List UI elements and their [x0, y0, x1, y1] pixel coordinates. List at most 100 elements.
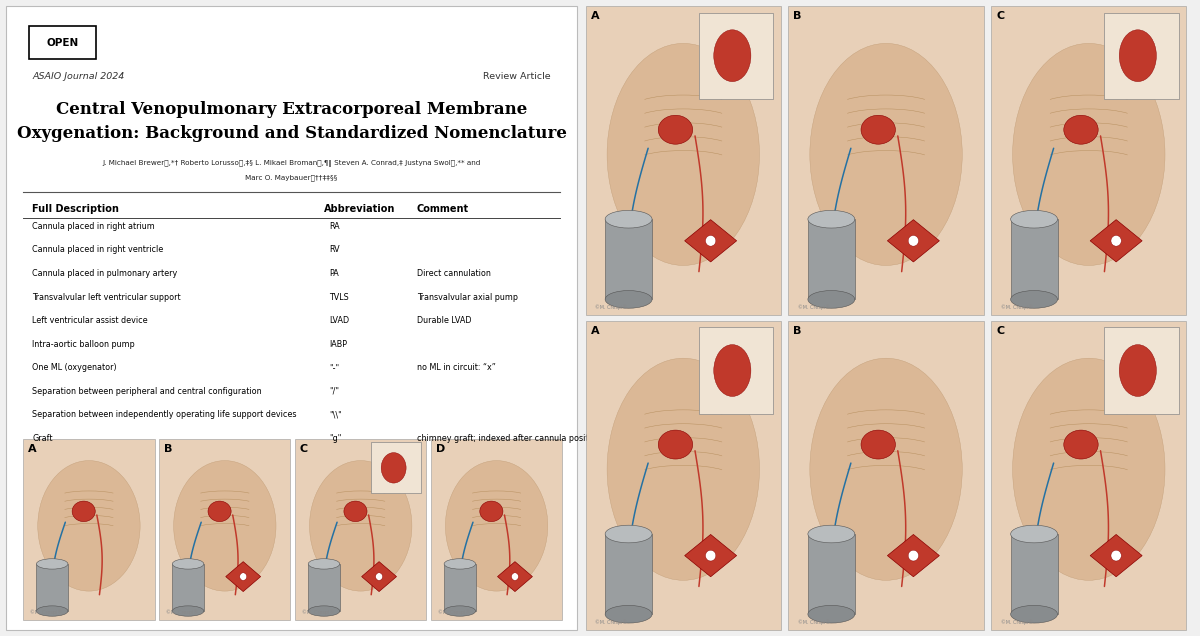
- Polygon shape: [685, 534, 737, 577]
- Circle shape: [706, 235, 716, 246]
- Text: One ML (oxygenator): One ML (oxygenator): [32, 363, 116, 372]
- Text: LVAD: LVAD: [330, 316, 349, 325]
- Text: Graft: Graft: [32, 434, 53, 443]
- Ellipse shape: [607, 43, 760, 265]
- Circle shape: [908, 550, 918, 561]
- Ellipse shape: [174, 460, 276, 591]
- Ellipse shape: [445, 460, 547, 591]
- Bar: [808, 534, 854, 614]
- Bar: [991, 321, 1187, 630]
- Ellipse shape: [173, 606, 204, 616]
- Text: Direct cannulation: Direct cannulation: [416, 269, 491, 278]
- Polygon shape: [361, 562, 396, 591]
- Ellipse shape: [605, 291, 652, 308]
- Ellipse shape: [714, 30, 751, 81]
- Circle shape: [511, 573, 518, 581]
- Circle shape: [908, 235, 918, 246]
- Text: Full Description: Full Description: [32, 204, 119, 214]
- Bar: [698, 13, 773, 99]
- Polygon shape: [226, 562, 260, 591]
- Bar: [160, 439, 290, 620]
- Ellipse shape: [607, 358, 760, 580]
- Text: Marc O. Maybauerⓘ††‡‡§§: Marc O. Maybauerⓘ††‡‡§§: [246, 175, 337, 181]
- Bar: [295, 439, 426, 620]
- Ellipse shape: [1120, 345, 1157, 396]
- Text: Separation between peripheral and central configuration: Separation between peripheral and centra…: [32, 387, 262, 396]
- Ellipse shape: [1013, 43, 1165, 265]
- Bar: [605, 534, 652, 614]
- Polygon shape: [888, 219, 940, 262]
- Ellipse shape: [1013, 358, 1165, 580]
- Ellipse shape: [344, 501, 367, 522]
- Ellipse shape: [808, 525, 854, 543]
- Ellipse shape: [308, 606, 340, 616]
- Text: chimney graft; indexed after cannula position specification: chimney graft; indexed after cannula pos…: [416, 434, 654, 443]
- Text: Oxygenation: Background and Standardized Nomenclature: Oxygenation: Background and Standardized…: [17, 125, 566, 142]
- Text: Central Venopulmonary Extracorporeal Membrane: Central Venopulmonary Extracorporeal Mem…: [56, 101, 527, 118]
- Text: B: B: [793, 11, 802, 22]
- Text: OPEN: OPEN: [47, 38, 79, 48]
- Ellipse shape: [1063, 115, 1098, 144]
- Text: Cannula placed in right atrium: Cannula placed in right atrium: [32, 222, 155, 231]
- Bar: [586, 321, 781, 630]
- Ellipse shape: [1010, 605, 1057, 623]
- Bar: [308, 564, 340, 611]
- Bar: [698, 328, 773, 414]
- Ellipse shape: [208, 501, 232, 522]
- Polygon shape: [498, 562, 533, 591]
- FancyBboxPatch shape: [6, 6, 577, 630]
- Text: Durable LVAD: Durable LVAD: [416, 316, 472, 325]
- FancyBboxPatch shape: [29, 26, 96, 59]
- Circle shape: [706, 550, 716, 561]
- Ellipse shape: [1010, 211, 1057, 228]
- Text: Cannula placed in pulmonary artery: Cannula placed in pulmonary artery: [32, 269, 178, 278]
- Text: ASAIO Journal 2024: ASAIO Journal 2024: [32, 72, 125, 81]
- Text: C: C: [996, 11, 1004, 22]
- Text: ©M. Crespi®: ©M. Crespi®: [595, 619, 628, 625]
- Bar: [431, 439, 563, 620]
- Circle shape: [1111, 235, 1121, 246]
- Text: ©M. Crespi®: ©M. Crespi®: [798, 619, 830, 625]
- Text: ©M. Crespi®: ©M. Crespi®: [30, 609, 62, 615]
- Ellipse shape: [810, 43, 962, 265]
- Text: "g": "g": [330, 434, 342, 443]
- Text: B: B: [164, 444, 173, 454]
- Bar: [36, 564, 68, 611]
- Ellipse shape: [308, 558, 340, 569]
- Ellipse shape: [480, 501, 503, 522]
- Ellipse shape: [659, 115, 692, 144]
- Ellipse shape: [1120, 30, 1157, 81]
- Text: A: A: [28, 444, 37, 454]
- Ellipse shape: [444, 606, 475, 616]
- Ellipse shape: [659, 430, 692, 459]
- Polygon shape: [1090, 219, 1142, 262]
- Text: PA: PA: [330, 269, 340, 278]
- Ellipse shape: [605, 605, 652, 623]
- Text: ©M. Crespi®: ©M. Crespi®: [1001, 304, 1033, 310]
- Ellipse shape: [310, 460, 412, 591]
- Ellipse shape: [605, 525, 652, 543]
- Bar: [1010, 219, 1057, 300]
- Bar: [586, 6, 781, 315]
- Text: Separation between independently operating life support devices: Separation between independently operati…: [32, 410, 296, 419]
- Ellipse shape: [173, 558, 204, 569]
- Text: "-": "-": [330, 363, 340, 372]
- Text: RA: RA: [330, 222, 340, 231]
- Text: A: A: [590, 326, 599, 336]
- Circle shape: [240, 573, 247, 581]
- Ellipse shape: [605, 211, 652, 228]
- Text: no ML in circuit: “x”: no ML in circuit: “x”: [416, 363, 496, 372]
- Ellipse shape: [1010, 525, 1057, 543]
- Text: "/": "/": [330, 387, 340, 396]
- Bar: [371, 443, 421, 494]
- Text: Transvalvular left ventricular support: Transvalvular left ventricular support: [32, 293, 181, 301]
- Ellipse shape: [1010, 291, 1057, 308]
- Ellipse shape: [714, 345, 751, 396]
- Text: IABP: IABP: [330, 340, 348, 349]
- Ellipse shape: [444, 558, 475, 569]
- Text: Intra-aortic balloon pump: Intra-aortic balloon pump: [32, 340, 134, 349]
- Ellipse shape: [808, 211, 854, 228]
- Bar: [444, 564, 475, 611]
- Text: "\\": "\\": [330, 410, 342, 419]
- Bar: [788, 321, 984, 630]
